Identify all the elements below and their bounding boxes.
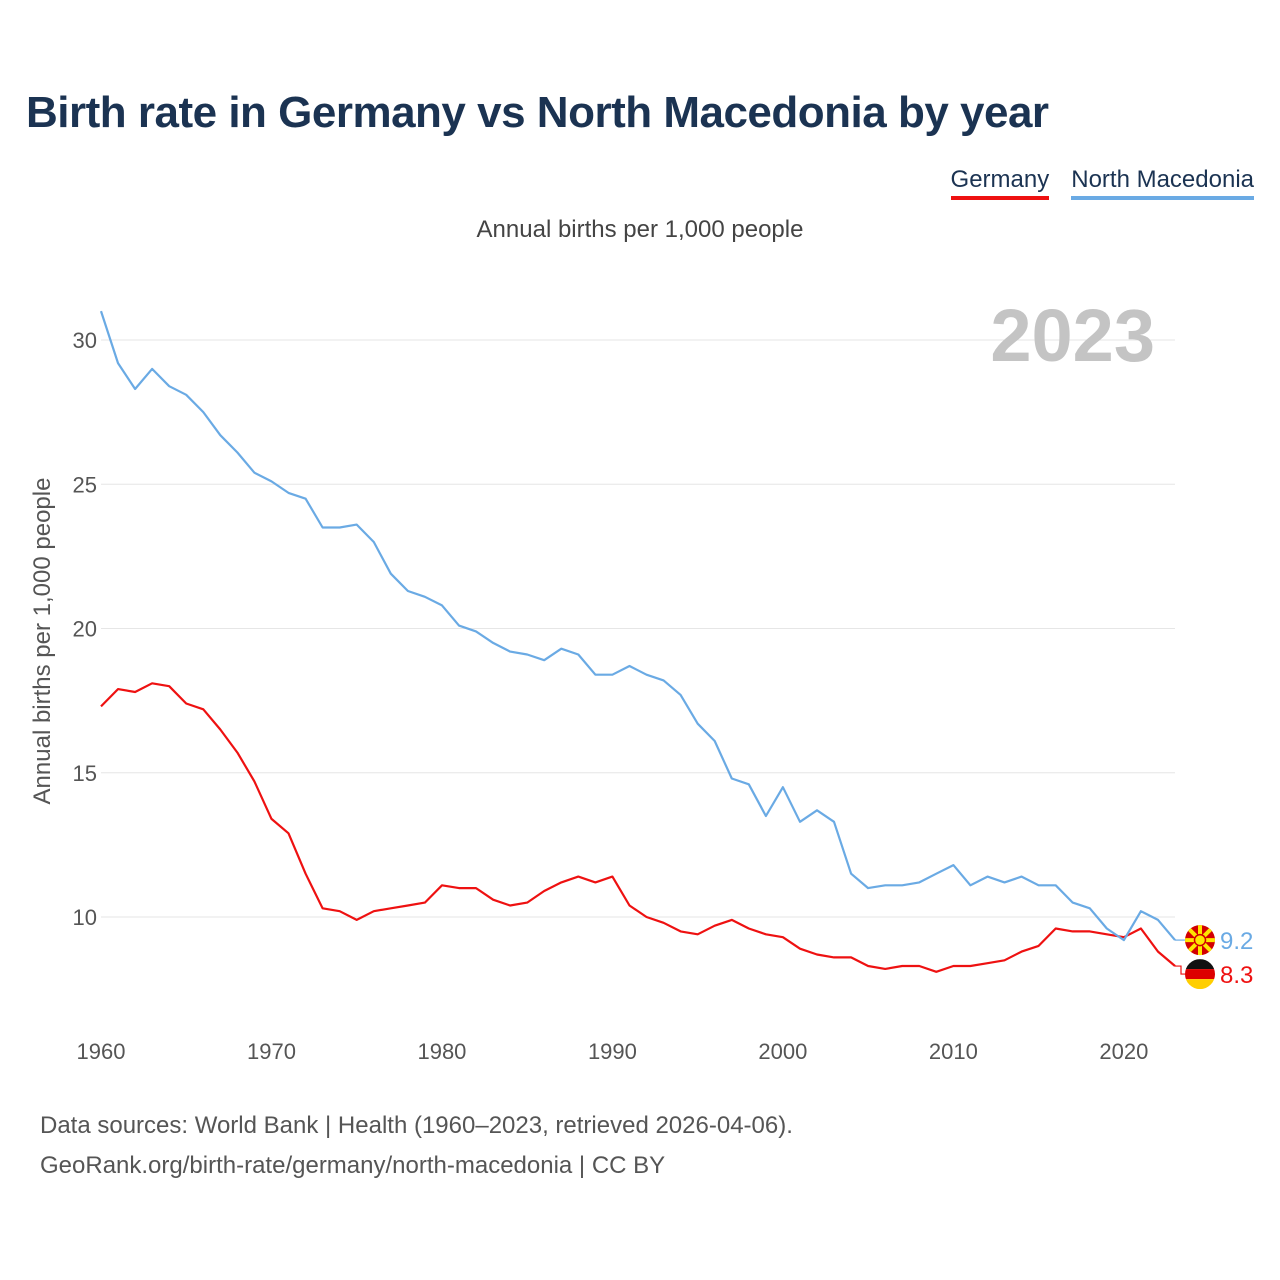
chart-subtitle: Annual births per 1,000 people	[476, 216, 804, 243]
year-label: 2023	[990, 294, 1155, 377]
germany-flag-icon	[1185, 959, 1215, 990]
data-source: Data sources: World Bank | Health (1960–…	[40, 1106, 793, 1186]
source-url[interactable]: GeoRank.org/birth-rate/germany/north-mac…	[40, 1152, 666, 1179]
series-lines	[99, 310, 1176, 973]
grid-lines	[101, 339, 1175, 918]
series-line-north-macedonia	[99, 310, 1176, 942]
end-marker-north-macedonia: 9.2	[1175, 925, 1253, 956]
series-line-germany	[100, 682, 1176, 973]
legend-item-germany[interactable]: Germany	[950, 166, 1050, 200]
legend: Germany North Macedonia	[950, 166, 1254, 200]
end-connector-germany	[1175, 965, 1187, 975]
legend-item-north-macedonia[interactable]: North Macedonia	[1071, 166, 1254, 200]
end-value-label-germany: 8.3	[1220, 962, 1253, 989]
north-macedonia-flag-icon	[1185, 925, 1215, 956]
y-tick-label-15: 15	[73, 761, 97, 786]
source-line-1: Data sources: World Bank | Health (1960–…	[40, 1112, 793, 1139]
x-tick-label-2010: 2010	[929, 1039, 978, 1064]
end-markers: 8.39.2	[1175, 925, 1253, 990]
y-tick-label-25: 25	[73, 472, 97, 497]
y-tick-label-10: 10	[73, 905, 97, 930]
x-axis-ticks: 1960 1970 1980 1990 2000 2010 2020	[77, 1039, 1149, 1064]
x-tick-label-2000: 2000	[758, 1039, 807, 1064]
y-axis-ticks: 10 15 20 25 30	[73, 328, 97, 930]
x-tick-label-2020: 2020	[1099, 1039, 1148, 1064]
end-marker-germany: 8.3	[1175, 959, 1253, 990]
x-tick-label-1990: 1990	[588, 1039, 637, 1064]
x-tick-label-1960: 1960	[77, 1039, 126, 1064]
y-tick-label-20: 20	[73, 617, 97, 642]
y-axis-label: Annual births per 1,000 people	[29, 478, 56, 805]
x-tick-label-1970: 1970	[247, 1039, 296, 1064]
end-value-label-north-macedonia: 9.2	[1220, 928, 1253, 955]
y-tick-label-30: 30	[73, 328, 97, 353]
x-tick-label-1980: 1980	[417, 1039, 466, 1064]
chart-title: Birth rate in Germany vs North Macedonia…	[26, 88, 1049, 137]
